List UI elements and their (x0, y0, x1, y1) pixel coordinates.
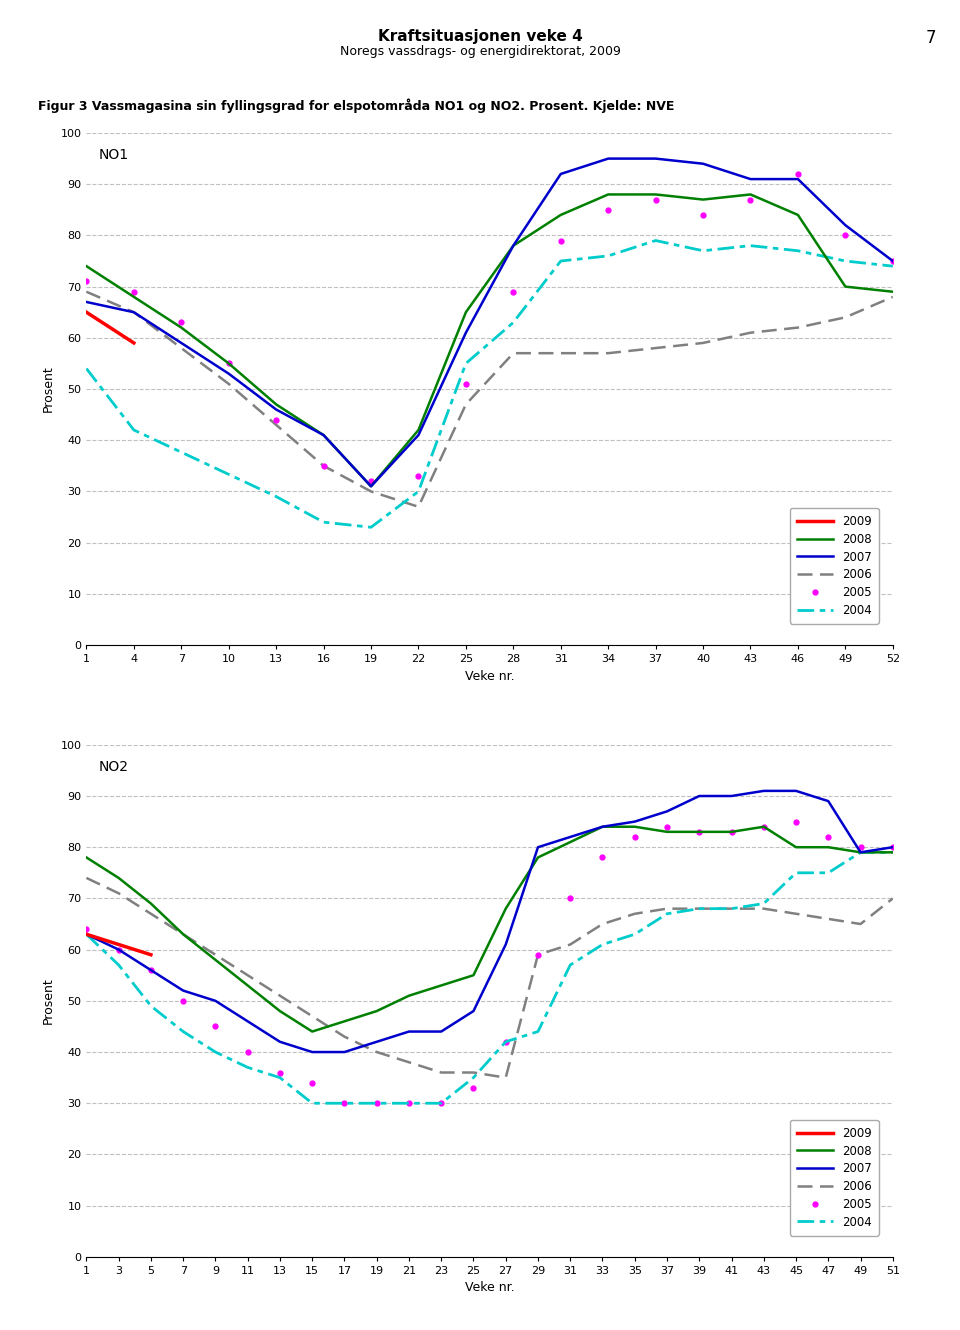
Text: NO2: NO2 (99, 761, 129, 774)
Legend: 2009, 2008, 2007, 2006, 2005, 2004: 2009, 2008, 2007, 2006, 2005, 2004 (790, 1120, 878, 1236)
Legend: 2009, 2008, 2007, 2006, 2005, 2004: 2009, 2008, 2007, 2006, 2005, 2004 (790, 508, 878, 624)
X-axis label: Veke nr.: Veke nr. (465, 1281, 515, 1294)
Text: Kraftsituasjonen veke 4: Kraftsituasjonen veke 4 (377, 29, 583, 44)
Text: Noregs vassdrags- og energidirektorat, 2009: Noregs vassdrags- og energidirektorat, 2… (340, 45, 620, 59)
Y-axis label: Prosent: Prosent (42, 978, 55, 1024)
X-axis label: Veke nr.: Veke nr. (465, 669, 515, 682)
Text: Figur 3 Vassmagasina sin fyllingsgrad for elspotområda NO1 og NO2. Prosent. Kjel: Figur 3 Vassmagasina sin fyllingsgrad fo… (38, 98, 675, 113)
Text: 7: 7 (925, 29, 936, 48)
Text: NO1: NO1 (99, 149, 129, 162)
Y-axis label: Prosent: Prosent (42, 366, 55, 412)
